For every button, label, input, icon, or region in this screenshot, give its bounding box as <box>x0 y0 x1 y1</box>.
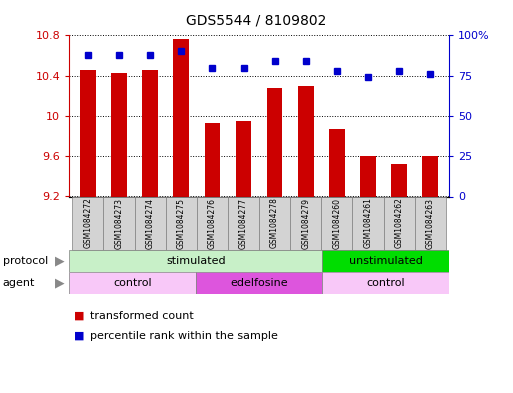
Bar <box>236 121 251 196</box>
Text: GSM1084275: GSM1084275 <box>177 198 186 248</box>
Bar <box>69 272 196 294</box>
Text: GSM1084278: GSM1084278 <box>270 198 279 248</box>
Bar <box>321 196 352 250</box>
Bar <box>360 156 376 196</box>
Bar <box>422 156 438 196</box>
Bar <box>322 250 449 272</box>
Text: GSM1084273: GSM1084273 <box>114 198 124 248</box>
Text: GSM1084279: GSM1084279 <box>301 198 310 248</box>
Text: control: control <box>113 278 152 288</box>
Bar <box>352 196 384 250</box>
Text: GSM1084277: GSM1084277 <box>239 198 248 248</box>
Bar <box>166 196 197 250</box>
Bar <box>104 196 134 250</box>
Text: GSM1084262: GSM1084262 <box>394 198 404 248</box>
Text: control: control <box>366 278 405 288</box>
Bar <box>134 196 166 250</box>
Bar <box>143 70 158 196</box>
Bar <box>259 196 290 250</box>
Text: GDS5544 / 8109802: GDS5544 / 8109802 <box>186 14 327 28</box>
Text: unstimulated: unstimulated <box>349 256 423 266</box>
Text: GSM1084276: GSM1084276 <box>208 198 217 248</box>
Bar <box>72 196 104 250</box>
Bar <box>173 39 189 197</box>
Bar <box>80 70 96 196</box>
Bar <box>228 196 259 250</box>
Bar <box>415 196 446 250</box>
Text: GSM1084261: GSM1084261 <box>364 198 372 248</box>
Text: GSM1084263: GSM1084263 <box>426 198 435 248</box>
Bar <box>69 250 322 272</box>
Text: GSM1084260: GSM1084260 <box>332 198 341 248</box>
Text: stimulated: stimulated <box>166 256 226 266</box>
Text: protocol: protocol <box>3 256 48 266</box>
Text: GSM1084272: GSM1084272 <box>84 198 92 248</box>
Bar <box>329 129 345 196</box>
Bar <box>290 196 321 250</box>
Text: GSM1084274: GSM1084274 <box>146 198 154 248</box>
Text: transformed count: transformed count <box>90 311 193 321</box>
Bar <box>205 123 220 196</box>
Bar <box>391 164 407 196</box>
Bar <box>196 272 322 294</box>
Text: ▶: ▶ <box>54 277 64 290</box>
Text: ▶: ▶ <box>54 254 64 267</box>
Bar <box>322 272 449 294</box>
Text: ■: ■ <box>74 331 85 341</box>
Bar <box>298 86 313 196</box>
Bar <box>111 73 127 196</box>
Bar <box>197 196 228 250</box>
Text: ■: ■ <box>74 311 85 321</box>
Text: agent: agent <box>3 278 35 288</box>
Bar <box>267 88 282 196</box>
Text: percentile rank within the sample: percentile rank within the sample <box>90 331 278 341</box>
Text: edelfosine: edelfosine <box>230 278 288 288</box>
Bar <box>384 196 415 250</box>
